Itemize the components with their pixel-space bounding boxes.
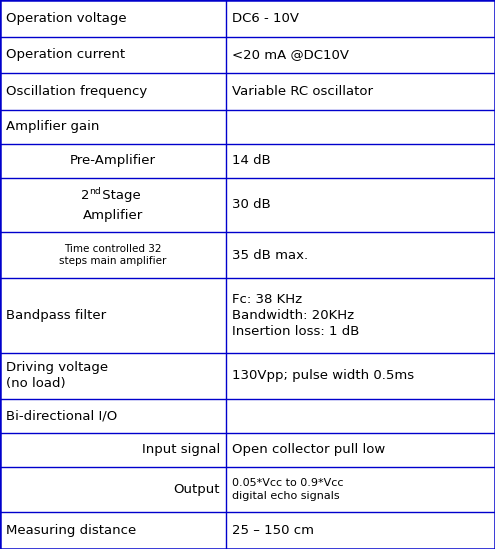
Text: Measuring distance: Measuring distance xyxy=(6,524,136,537)
Text: 130Vpp; pulse width 0.5ms: 130Vpp; pulse width 0.5ms xyxy=(232,369,414,383)
Text: Time controlled 32
steps main amplifier: Time controlled 32 steps main amplifier xyxy=(59,244,166,266)
Text: Bi-directional I/O: Bi-directional I/O xyxy=(6,410,117,422)
Text: Stage: Stage xyxy=(98,189,141,202)
Text: Pre-Amplifier: Pre-Amplifier xyxy=(70,154,156,167)
Text: Driving voltage
(no load): Driving voltage (no load) xyxy=(6,361,108,390)
Text: Operation voltage: Operation voltage xyxy=(6,12,127,25)
Text: Output: Output xyxy=(173,483,220,496)
Text: 30 dB: 30 dB xyxy=(232,199,270,211)
Text: Bandpass filter: Bandpass filter xyxy=(6,309,106,322)
Text: Amplifier: Amplifier xyxy=(83,210,143,222)
Text: 25 – 150 cm: 25 – 150 cm xyxy=(232,524,314,537)
Text: Oscillation frequency: Oscillation frequency xyxy=(6,85,147,98)
Text: DC6 - 10V: DC6 - 10V xyxy=(232,12,298,25)
Text: 35 dB max.: 35 dB max. xyxy=(232,249,308,262)
Text: Open collector pull low: Open collector pull low xyxy=(232,443,385,456)
Text: <20 mA @DC10V: <20 mA @DC10V xyxy=(232,48,348,61)
Text: Fc: 38 KHz
Bandwidth: 20KHz
Insertion loss: 1 dB: Fc: 38 KHz Bandwidth: 20KHz Insertion lo… xyxy=(232,293,359,338)
Text: 2: 2 xyxy=(81,189,89,202)
Text: 0.05*Vcc to 0.9*Vcc
digital echo signals: 0.05*Vcc to 0.9*Vcc digital echo signals xyxy=(232,478,343,501)
Text: nd: nd xyxy=(89,187,101,197)
Text: Operation current: Operation current xyxy=(6,48,125,61)
Text: Amplifier gain: Amplifier gain xyxy=(6,120,99,133)
Text: 14 dB: 14 dB xyxy=(232,154,270,167)
Text: Variable RC oscillator: Variable RC oscillator xyxy=(232,85,373,98)
Text: Input signal: Input signal xyxy=(142,443,220,456)
